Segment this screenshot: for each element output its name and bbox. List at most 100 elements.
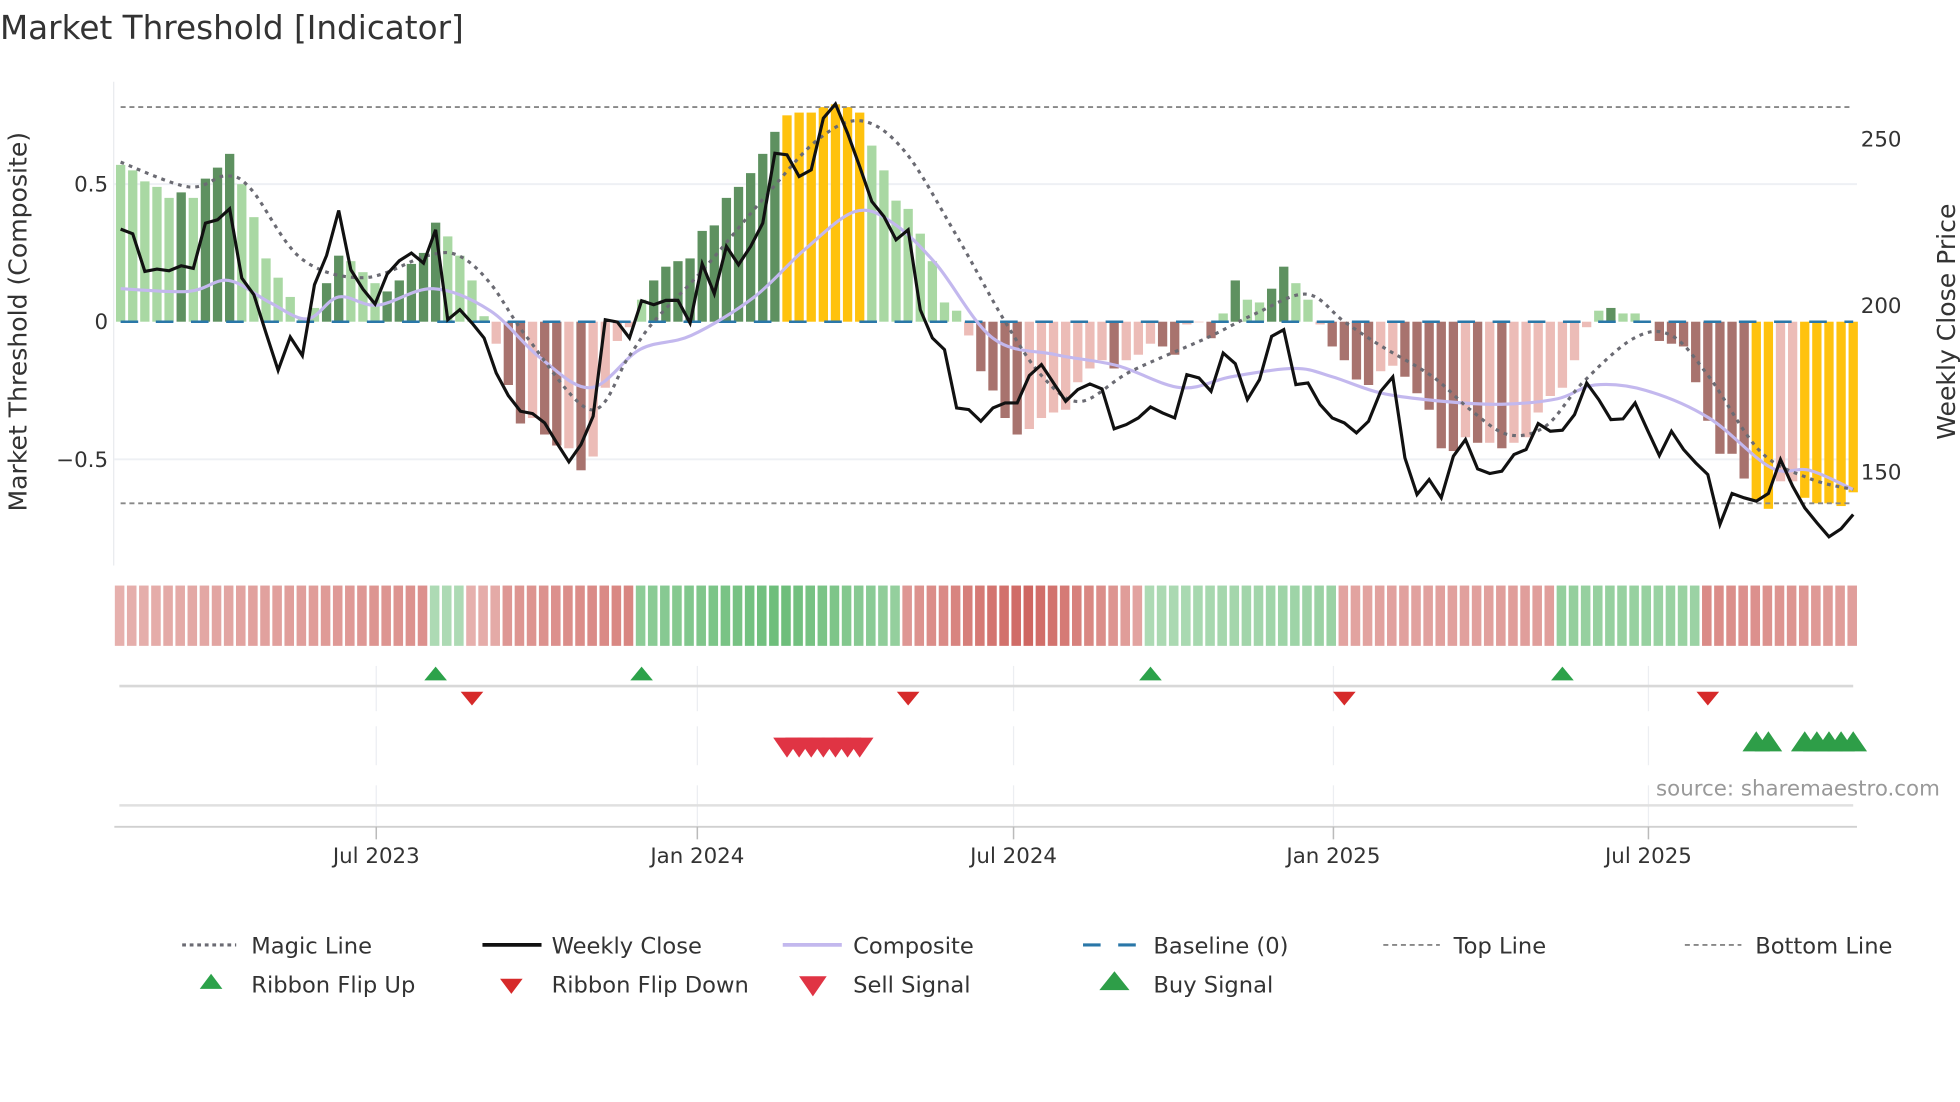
composite-bar xyxy=(939,302,950,322)
legend-item-bottom-line[interactable]: Bottom Line xyxy=(1684,934,1893,960)
ribbon-cell-down xyxy=(1823,585,1833,646)
series-lines xyxy=(120,100,1855,539)
legend-item-magic-line[interactable]: Magic Line xyxy=(182,934,372,960)
composite-bar xyxy=(382,291,392,322)
ribbon-cell-up xyxy=(793,585,803,646)
ribbon-cell-up xyxy=(441,585,452,646)
composite-bar xyxy=(200,178,211,322)
ribbon-cell-up xyxy=(1277,585,1288,646)
legend-item-buy-signal[interactable]: Buy Signal xyxy=(1099,971,1273,999)
ribbon-cell-down xyxy=(1471,585,1482,646)
composite-bar xyxy=(1170,321,1180,355)
ribbon-cell-up xyxy=(660,585,670,646)
composite-bar xyxy=(915,233,925,322)
ribbon-cell-down xyxy=(914,585,925,646)
ribbon-cell-up xyxy=(744,585,755,646)
composite-bar xyxy=(879,170,889,322)
triangle-up-icon xyxy=(1099,971,1130,991)
legend-label: Ribbon Flip Down xyxy=(552,973,749,999)
composite-bar xyxy=(1194,321,1204,323)
triangle-up-icon xyxy=(199,973,223,989)
ribbon-cell-down xyxy=(563,585,573,646)
ribbon-cell-up xyxy=(1665,585,1676,646)
ribbon-cell-down xyxy=(223,585,234,646)
ribbon-cell-down xyxy=(187,585,198,646)
ribbon-flip-down-marker xyxy=(896,691,920,706)
ribbon-cell-up xyxy=(672,585,682,646)
composite-bar xyxy=(261,258,271,322)
legend-item-ribbon-flip-up[interactable]: Ribbon Flip Up xyxy=(199,973,416,999)
ribbon-cell-up xyxy=(732,585,743,646)
x-tick-label: Jul 2024 xyxy=(968,844,1057,869)
ribbon-cell-up xyxy=(429,585,440,646)
legend-item-baseline[interactable]: Baseline (0) xyxy=(1083,934,1288,960)
ribbon-cell-down xyxy=(623,585,634,646)
ribbon-cell-up xyxy=(1193,585,1203,646)
legend-item-sell-signal[interactable]: Sell Signal xyxy=(799,973,971,999)
composite-bar xyxy=(237,184,247,322)
x-tick-label: Jan 2025 xyxy=(1284,844,1380,869)
composite-bar xyxy=(1412,321,1422,394)
ribbon-cell-down xyxy=(938,585,949,646)
ribbon-cell-down xyxy=(1762,585,1773,646)
ribbon-cell-up xyxy=(1217,585,1227,646)
ribbon-cell-down xyxy=(151,585,161,646)
ribbon-cell-up xyxy=(1302,585,1312,646)
legend-item-weekly-close[interactable]: Weekly Close xyxy=(482,934,702,960)
composite-bar xyxy=(709,225,719,322)
right-tick-labels: 250 200 150 xyxy=(1861,127,1902,485)
ribbon-cell-up xyxy=(1253,585,1264,646)
ribbon-cell-down xyxy=(999,585,1009,646)
composite-bar xyxy=(588,321,598,457)
ribbon-cell-up xyxy=(1580,585,1591,646)
ribbon-cell-up xyxy=(454,585,464,646)
composite-bar xyxy=(661,266,671,322)
source-note: source: sharemaestro.com xyxy=(1656,776,1940,801)
legend: Magic Line Weekly Close Composite Baseli… xyxy=(182,934,1892,999)
ribbon-cell-down xyxy=(1350,585,1361,646)
composite-bar xyxy=(1509,321,1519,443)
ribbon-flip-up-marker xyxy=(1139,666,1162,681)
ribbon-flip-up-marker xyxy=(1551,666,1574,681)
composite-bar xyxy=(552,321,562,446)
buy-signal-marker xyxy=(1839,731,1868,752)
composite-bar xyxy=(164,197,174,322)
ribbon-cell-down xyxy=(1750,585,1761,646)
legend-item-ribbon-flip-down[interactable]: Ribbon Flip Down xyxy=(500,973,749,999)
composite-bar xyxy=(685,258,695,322)
composite-bar xyxy=(564,321,574,449)
ribbon-cell-down xyxy=(1338,585,1349,646)
composite-bar xyxy=(794,112,804,322)
x-tick-labels: Jul 2023 Jan 2024 Jul 2024 Jan 2025 Jul 2025 xyxy=(331,826,1692,869)
ribbon-cell-down xyxy=(1132,585,1143,646)
ribbon-cell-up xyxy=(756,585,767,646)
composite-bar xyxy=(1472,321,1483,443)
x-tick-label: Jul 2025 xyxy=(1603,844,1692,869)
left-tick-label: 0 xyxy=(94,310,108,335)
composite-bar xyxy=(346,261,356,322)
ribbon-cell-down xyxy=(611,585,622,646)
composite-bar xyxy=(1812,321,1822,504)
composite-bar xyxy=(1254,302,1265,322)
composite-bar xyxy=(503,321,513,385)
ribbon-cell-down xyxy=(1483,585,1494,646)
legend-item-top-line[interactable]: Top Line xyxy=(1383,934,1546,960)
ribbon-cell-down xyxy=(296,585,307,646)
composite-bar xyxy=(430,222,441,322)
composite-bar xyxy=(1206,321,1216,339)
ribbon-cell-down xyxy=(538,585,549,646)
composite-bar xyxy=(1388,321,1398,366)
ribbon-cell-down xyxy=(950,585,961,646)
legend-item-composite[interactable]: Composite xyxy=(782,934,974,960)
composite-bar xyxy=(830,104,841,322)
ribbon-cell-up xyxy=(1290,585,1300,646)
ribbon-cell-up xyxy=(1641,585,1652,646)
ribbon-flip-down-marker xyxy=(1696,691,1720,706)
ribbon-cell-down xyxy=(1714,585,1724,646)
ribbon-cell-down xyxy=(320,585,331,646)
composite-bar xyxy=(1521,321,1531,438)
ribbon-cell-up xyxy=(890,585,900,646)
ribbon-cell-up xyxy=(853,585,864,646)
ribbon-flip-down-marker xyxy=(1333,691,1356,706)
legend-label: Sell Signal xyxy=(853,973,970,999)
